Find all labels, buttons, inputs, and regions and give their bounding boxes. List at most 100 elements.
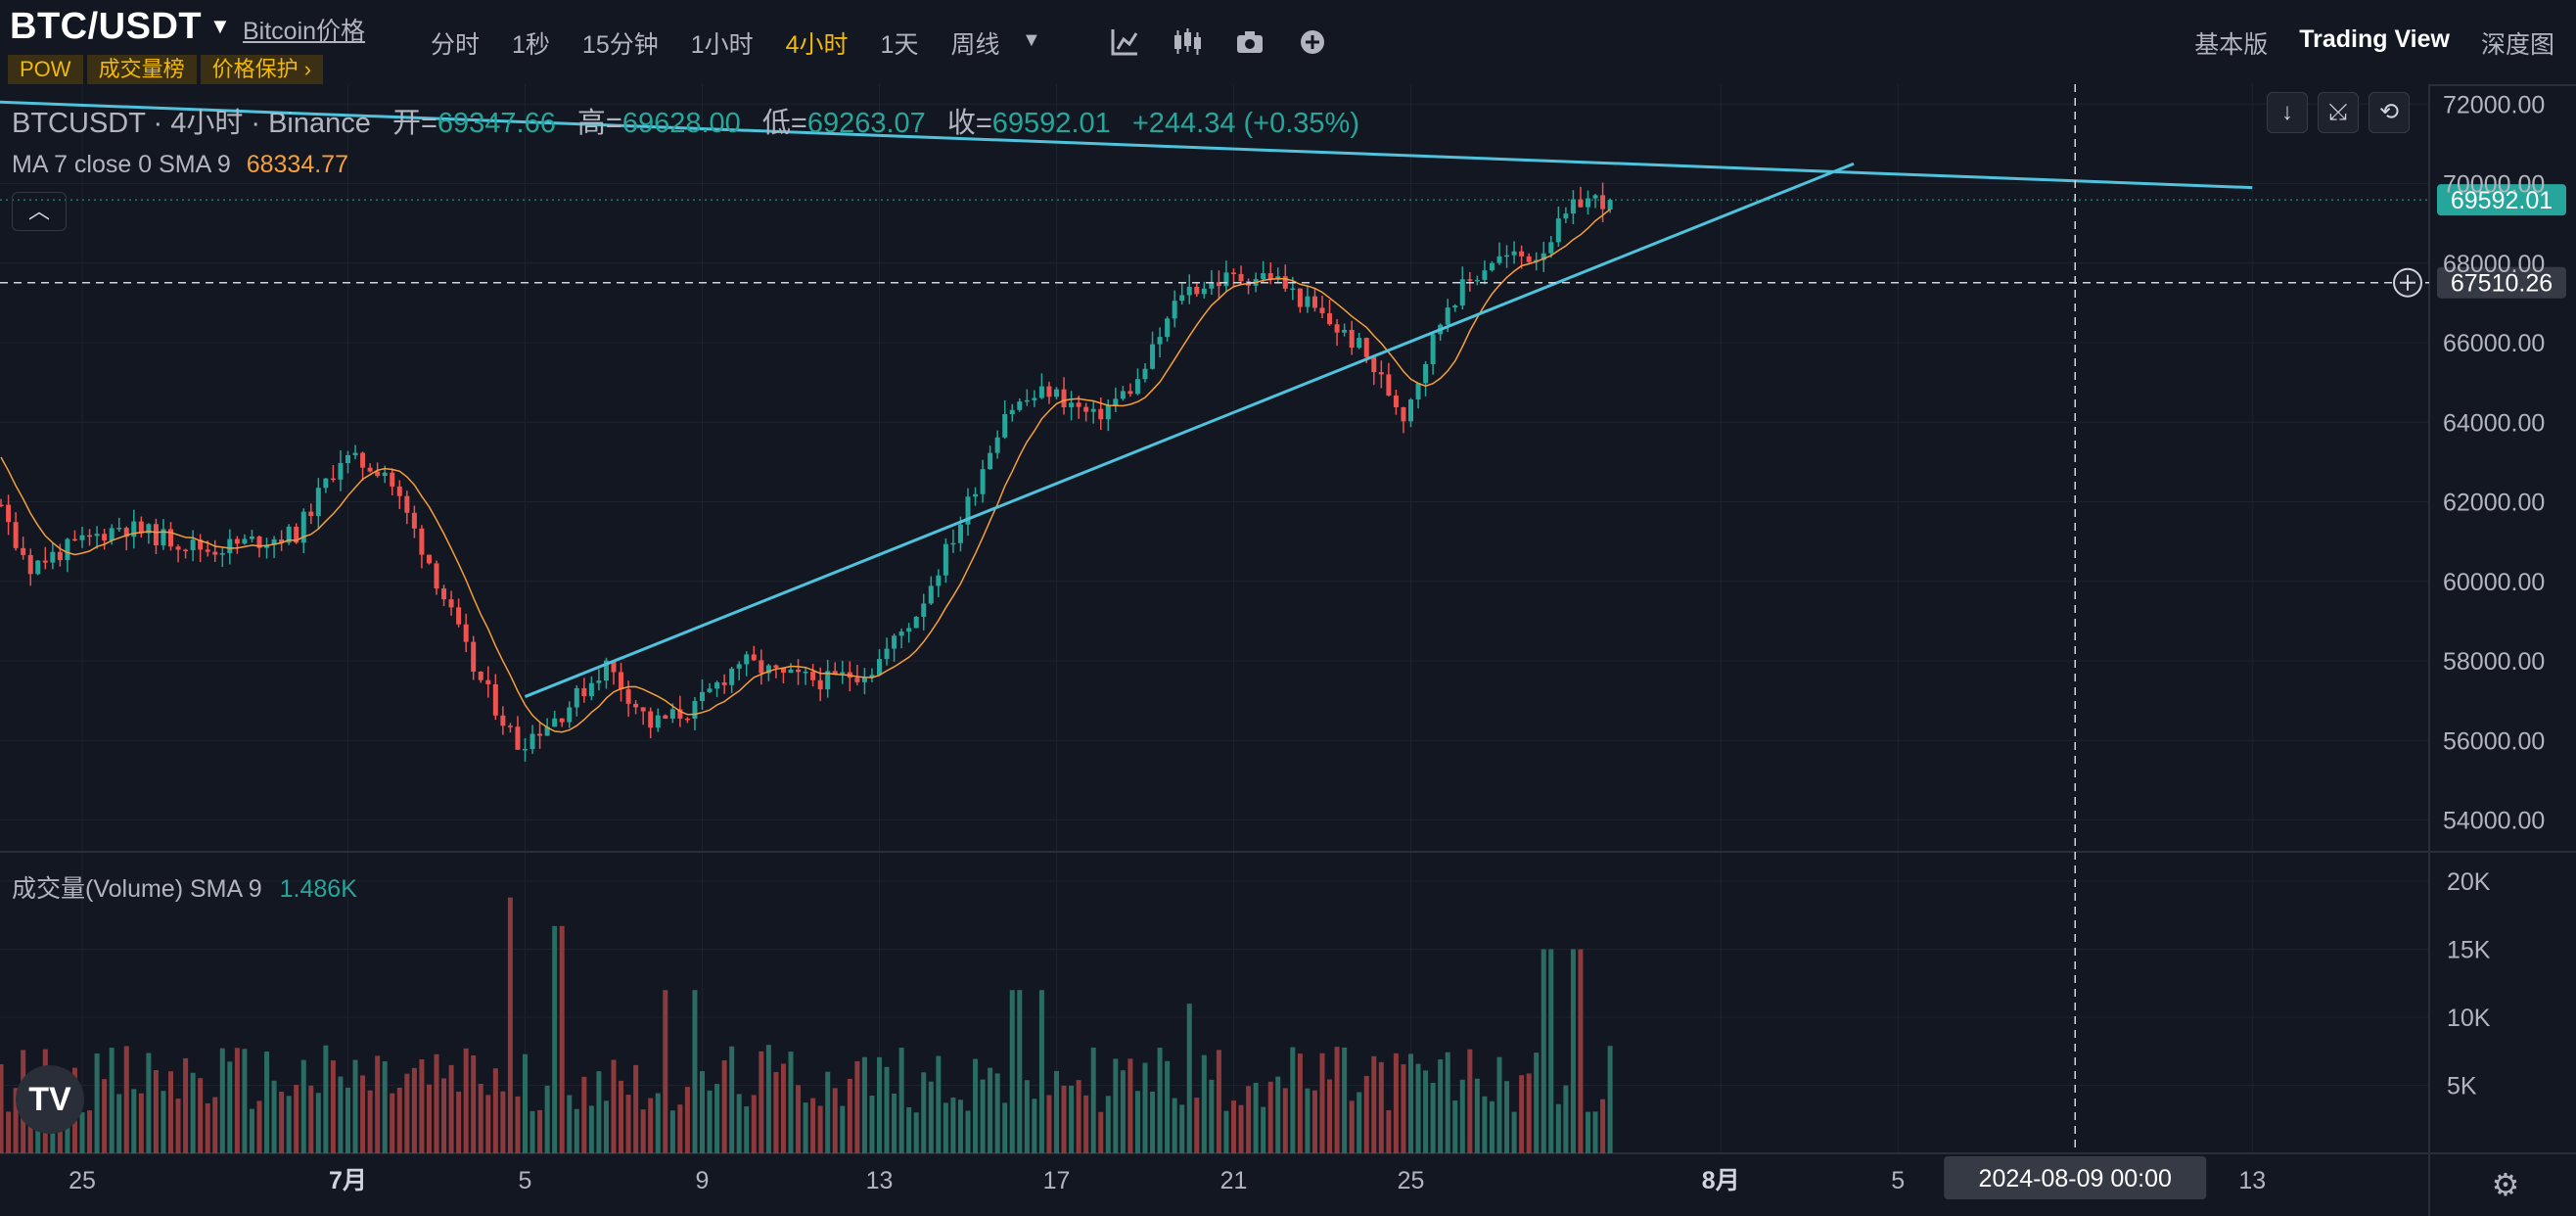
volume-bar	[692, 990, 698, 1153]
view-tradingview[interactable]: Trading View	[2299, 25, 2450, 53]
candle-body	[50, 551, 56, 563]
price-tick-label: 70000.00	[2443, 171, 2545, 199]
close-label: 收=	[946, 108, 992, 139]
auto-scale-icon[interactable]: ⟲	[2369, 92, 2410, 133]
volume-bar	[1526, 1073, 1532, 1153]
volume-bar	[1105, 1096, 1111, 1153]
volume-bar	[492, 1068, 498, 1153]
symbol-dropdown-icon[interactable]: ▼	[209, 14, 231, 38]
interval-tab-time[interactable]: 分时	[431, 31, 481, 59]
interval-tab-15m[interactable]: 15分钟	[581, 31, 659, 59]
collapse-scale-icon[interactable]: ⤩	[2318, 92, 2359, 133]
candle-body	[190, 539, 196, 550]
candle-body	[212, 551, 218, 555]
add-indicator-icon[interactable]	[1296, 25, 1329, 59]
candle-body	[6, 504, 12, 523]
interval-tab-1d[interactable]: 1天	[880, 31, 919, 59]
candle-body	[242, 538, 248, 544]
time-tick-label: 13	[2238, 1167, 2266, 1194]
candle-body	[1061, 389, 1067, 408]
series-name[interactable]: BTCUSDT · 4小时 · Binance	[12, 108, 371, 139]
crosshair-price-box	[2437, 266, 2566, 299]
candle-body	[817, 679, 823, 690]
collapse-legend-button[interactable]: ︿	[12, 192, 67, 231]
interval-tab-4h[interactable]: 4小时	[785, 31, 849, 59]
tag-price-protection[interactable]: 价格保护 ›	[200, 55, 324, 84]
camera-icon[interactable]	[1233, 25, 1266, 59]
tag-volume-rank[interactable]: 成交量榜	[86, 55, 197, 84]
candle-body	[123, 528, 129, 538]
ma-line	[0, 209, 1611, 733]
volume-bar	[1038, 990, 1044, 1153]
candle-body	[234, 538, 240, 544]
volume-bar	[1275, 1076, 1281, 1153]
candle-body	[957, 524, 963, 543]
ma-legend: MA 7 close 0 SMA 9 68334.77	[12, 151, 348, 179]
candle-body	[279, 538, 285, 543]
view-depth[interactable]: 深度图	[2480, 31, 2554, 59]
crosshair-time-label: 2024-08-09 00:00	[1979, 1165, 2172, 1193]
symbol-title[interactable]: BTC/USDT	[10, 6, 203, 47]
interval-more-icon[interactable]: ▼	[1022, 29, 1041, 51]
interval-tab-1s[interactable]: 1秒	[512, 31, 550, 59]
volume-bar	[168, 1071, 173, 1153]
volume-bar	[1305, 1088, 1311, 1153]
volume-bar	[817, 1105, 823, 1153]
volume-bar	[1017, 990, 1023, 1153]
tradingview-logo-icon[interactable]: TV	[16, 1065, 84, 1134]
gear-icon[interactable]: ⚙	[2491, 1167, 2520, 1202]
candle-body	[168, 529, 173, 547]
candle-body	[523, 748, 528, 751]
ma-value: 68334.77	[246, 151, 348, 178]
volume-bar	[1231, 1100, 1236, 1153]
candle-body	[116, 528, 122, 530]
candle-body	[57, 551, 63, 561]
candle-body	[21, 547, 26, 555]
tag-pow[interactable]: POW	[8, 55, 83, 84]
volume-bar	[1046, 1095, 1052, 1153]
volume-bar	[648, 1098, 654, 1153]
view-basic[interactable]: 基本版	[2194, 31, 2269, 59]
view-switcher: 基本版 Trading View 深度图	[2163, 25, 2554, 61]
candle-body	[780, 668, 786, 674]
volume-bar	[1393, 1052, 1399, 1153]
interval-tab-1h[interactable]: 1小时	[690, 31, 754, 59]
candle-body	[928, 585, 934, 604]
time-tick-label: 8月	[1702, 1167, 1740, 1194]
candle-body	[183, 549, 189, 551]
candle-body	[1467, 279, 1473, 281]
interval-tab-1w[interactable]: 周线	[950, 31, 1000, 59]
volume-label[interactable]: 成交量(Volume) SMA 9	[12, 875, 262, 903]
candle-body	[1179, 295, 1185, 302]
candle-body	[1327, 312, 1333, 325]
candle-body	[1526, 256, 1532, 262]
volume-bar	[898, 1048, 904, 1153]
time-tick-label: 25	[69, 1167, 96, 1194]
volume-bar	[669, 1110, 675, 1153]
volume-bar	[1194, 1098, 1200, 1153]
volume-bar	[426, 1084, 432, 1153]
candle-body	[1201, 288, 1207, 295]
symbol-info-link[interactable]: Bitcoin价格	[243, 18, 366, 45]
volume-bar	[1548, 949, 1554, 1153]
volume-bar	[485, 1095, 491, 1153]
volume-bar	[619, 1080, 624, 1153]
open-label: 开=	[391, 108, 437, 139]
candle-body	[13, 522, 19, 548]
candle-body	[559, 718, 565, 723]
volume-bar	[1586, 1111, 1590, 1153]
volume-bar	[515, 1096, 521, 1153]
candle-body	[1474, 279, 1480, 282]
candle-body	[434, 563, 439, 589]
volume-bar	[6, 1111, 12, 1153]
candle-body	[861, 677, 867, 682]
arrow-down-icon[interactable]: ↓	[2267, 92, 2308, 133]
volume-bar	[1209, 1079, 1215, 1153]
indicators-icon[interactable]	[1108, 25, 1141, 59]
volume-bar	[973, 1058, 979, 1153]
ma-label[interactable]: MA 7 close 0 SMA 9	[12, 151, 231, 178]
volume-bar	[1578, 949, 1584, 1153]
candle-body	[729, 668, 735, 685]
candle-style-icon[interactable]	[1171, 25, 1204, 59]
